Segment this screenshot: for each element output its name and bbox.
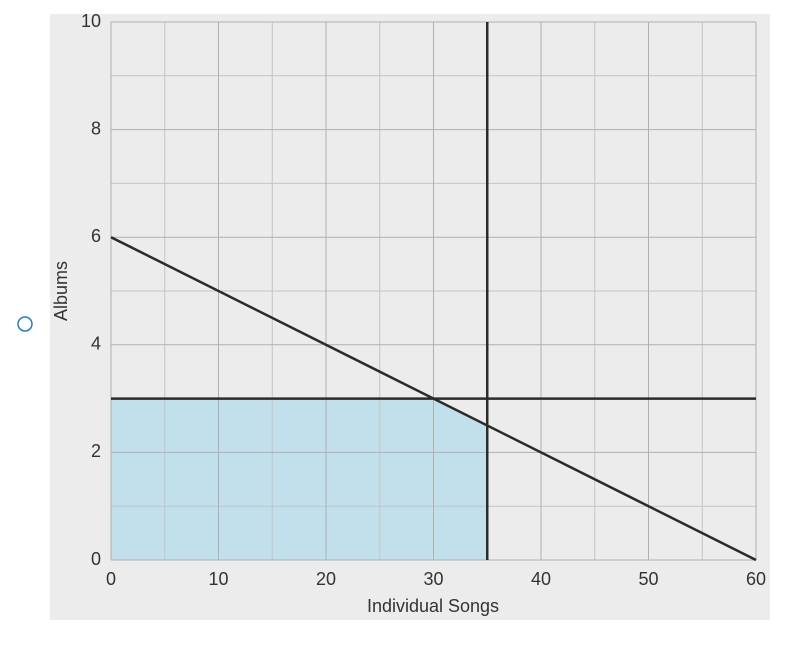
y-tick-label: 2 — [91, 441, 101, 461]
y-tick-label: 8 — [91, 118, 101, 138]
x-tick-label: 10 — [208, 569, 228, 589]
y-axis-label: Albums — [51, 261, 71, 321]
radio-button[interactable] — [17, 316, 33, 332]
feasible-region — [111, 398, 488, 560]
x-tick-label: 40 — [531, 569, 551, 589]
x-axis-label: Individual Songs — [367, 596, 499, 616]
x-tick-label: 30 — [423, 569, 443, 589]
x-tick-label: 60 — [746, 569, 766, 589]
y-tick-label: 6 — [91, 226, 101, 246]
y-tick-label: 10 — [81, 11, 101, 31]
x-tick-label: 0 — [106, 569, 116, 589]
x-tick-label: 20 — [316, 569, 336, 589]
y-tick-label: 0 — [91, 549, 101, 569]
y-tick-label: 4 — [91, 334, 101, 354]
x-tick-label: 50 — [638, 569, 658, 589]
